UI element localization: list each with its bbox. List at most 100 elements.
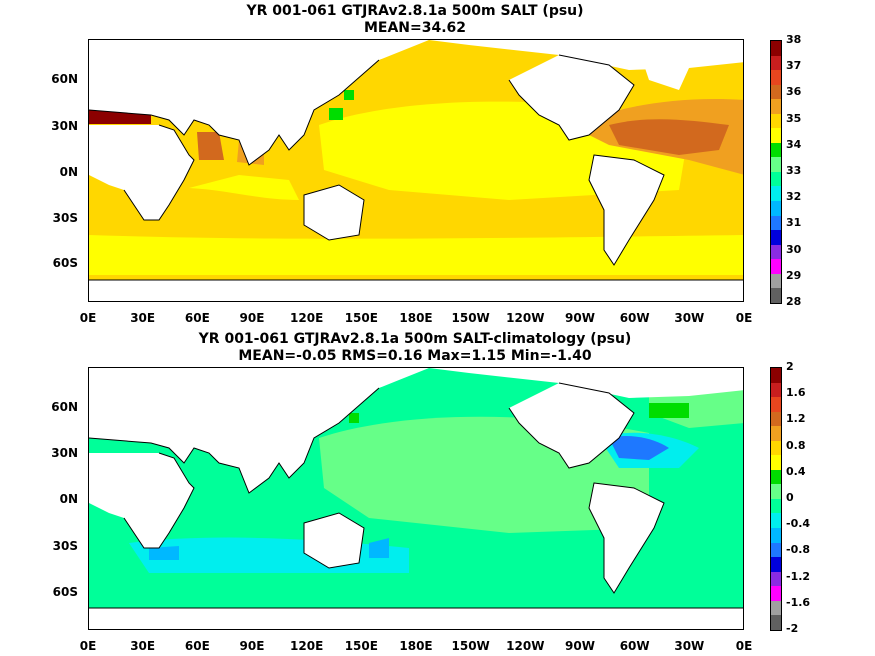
chart1-ytick: 30S — [52, 211, 78, 225]
chart2-xtick: 90W — [565, 639, 595, 653]
chart2-colorbar-segment — [771, 455, 781, 470]
chart1-colorbar-label: 31 — [786, 216, 802, 230]
chart1-colorbar-segment — [771, 201, 781, 216]
chart1-xtick: 180E — [399, 311, 433, 325]
chart2-land-north-america — [509, 383, 634, 468]
chart2-xtick: 0E — [79, 639, 97, 653]
chart1-colorbar-segment — [771, 142, 781, 158]
chart2-colorbar-label: 0.8 — [786, 438, 806, 452]
chart2-colorbar-label: -1.2 — [786, 569, 811, 583]
chart2-xtick: 90E — [239, 639, 265, 653]
chart2-colorbar-segment — [771, 498, 781, 514]
chart2-region-gulfstream-blue — [609, 436, 669, 460]
chart1-colorbar-segment — [771, 84, 781, 100]
chart1-colorbar-label: 33 — [786, 164, 802, 177]
chart1-ytick: 60S — [52, 256, 78, 270]
chart2-colorbar-label: 1.2 — [786, 412, 806, 426]
chart2-land-africa — [89, 453, 194, 548]
chart1-xtick: 30W — [674, 311, 705, 325]
chart1-xtick: 150W — [451, 311, 490, 325]
chart2-colorbar-label: -2 — [786, 622, 799, 635]
chart1-colorbar-segment — [771, 128, 781, 143]
chart2-colorbar-segment — [771, 440, 781, 456]
chart2-ytick: 60N — [51, 400, 78, 414]
chart2-colorbar-label: 0 — [786, 491, 794, 504]
chart2-region-labrador-green — [649, 403, 689, 418]
chart2-colorbar-segment — [771, 615, 781, 630]
chart2-land-australia — [304, 513, 364, 568]
chart2-subtitle: MEAN=-0.05 RMS=0.16 Max=1.15 Min=-1.40 — [238, 348, 592, 364]
chart1-ytick: 30N — [51, 119, 78, 133]
chart1-xtick: 60W — [619, 311, 650, 325]
chart1-region-natl-brown — [609, 119, 729, 155]
chart1-region-southern-yellow — [89, 235, 743, 275]
chart1-xtick: 0E — [79, 311, 97, 325]
chart2-xtick: 0E — [735, 639, 753, 653]
chart1-region-okhotsk-green — [344, 90, 354, 100]
chart1-ytick: 60N — [51, 72, 78, 86]
chart2-colorbar-label: -0.4 — [786, 517, 811, 531]
chart1-xtick: 30E — [130, 311, 156, 325]
chart1-colorbar-segment — [771, 99, 781, 114]
chart2-ytick: 60S — [52, 585, 78, 599]
chart1-land-australia — [304, 185, 364, 240]
chart2-colorbar-label: 1.6 — [786, 386, 806, 400]
chart2-region-southern-blue — [149, 546, 179, 560]
chart2-ytick: 30S — [52, 539, 78, 553]
chart2-xtick: 30W — [674, 639, 705, 653]
chart2-xtick: 60W — [619, 639, 650, 653]
chart2-colorbar-label: 0.4 — [786, 464, 806, 478]
chart1-colorbar-segment — [771, 230, 781, 245]
chart2-xtick: 60E — [184, 639, 210, 653]
chart1-region-arabian-brown — [197, 132, 224, 160]
chart1-xtick: 60E — [184, 311, 210, 325]
chart2-map — [88, 367, 744, 630]
chart1-colorbar-segment — [771, 55, 781, 71]
chart2-ytick: 0N — [59, 492, 78, 506]
chart1-land-greenland — [644, 65, 689, 90]
chart1-colorbar-label: 29 — [786, 268, 802, 282]
chart1-land-middle-east — [169, 100, 189, 125]
chart2-xtick: 120E — [290, 639, 324, 653]
chart2-land-antarctica — [89, 608, 743, 629]
chart1-colorbar-label: 36 — [786, 85, 802, 99]
chart2-colorbar-segment — [771, 528, 781, 543]
chart1-colorbar-label: 28 — [786, 295, 802, 308]
chart2-region-natl-lightgreen — [649, 390, 743, 428]
chart1-land-north-america — [509, 55, 634, 140]
chart1-colorbar-label: 35 — [786, 111, 802, 125]
chart1-xtick: 120E — [290, 311, 324, 325]
chart2-colorbar-label: 2 — [786, 360, 794, 373]
chart2-colorbar-segment — [771, 513, 781, 529]
chart1-colorbar-segment — [771, 157, 781, 172]
chart1-colorbar-segment — [771, 113, 781, 129]
chart2-colorbar-segment — [771, 411, 781, 427]
chart2-colorbar-label: -0.8 — [786, 543, 811, 557]
chart1-colorbar-label: 32 — [786, 190, 802, 204]
chart1-land-antarctica — [89, 280, 743, 301]
chart2-xtick: 30E — [130, 639, 156, 653]
chart2-colorbar-segment — [771, 542, 781, 558]
chart1-colorbar-segment — [771, 288, 781, 303]
chart1-land-south-america — [589, 155, 664, 265]
chart1-colorbar-segment — [771, 273, 781, 289]
chart1-colorbar-segment — [771, 186, 781, 202]
chart2-colorbar — [770, 367, 782, 631]
chart2-region-southern-blue-2 — [369, 538, 389, 558]
chart1-xtick: 0E — [735, 311, 753, 325]
chart1-region-japansea-green — [329, 108, 343, 120]
chart1-subtitle: MEAN=34.62 — [363, 20, 467, 36]
chart1-colorbar-segment — [771, 215, 781, 231]
chart1-colorbar-label: 38 — [786, 33, 802, 46]
chart1-title: YR 001-061 GTJRAv2.8.1a 500m SALT (psu) — [246, 3, 584, 19]
chart1-map — [88, 39, 744, 302]
chart2-colorbar-segment — [771, 368, 781, 383]
chart1-colorbar — [770, 40, 782, 304]
chart2-xtick: 120W — [506, 639, 545, 653]
chart2-land-eurasia — [89, 368, 743, 493]
chart2-xtick: 150E — [344, 639, 378, 653]
chart2-colorbar-segment — [771, 600, 781, 616]
chart1-xtick: 90E — [239, 311, 265, 325]
chart1-colorbar-label: 30 — [786, 242, 802, 256]
chart1-ytick: 0N — [59, 165, 78, 179]
